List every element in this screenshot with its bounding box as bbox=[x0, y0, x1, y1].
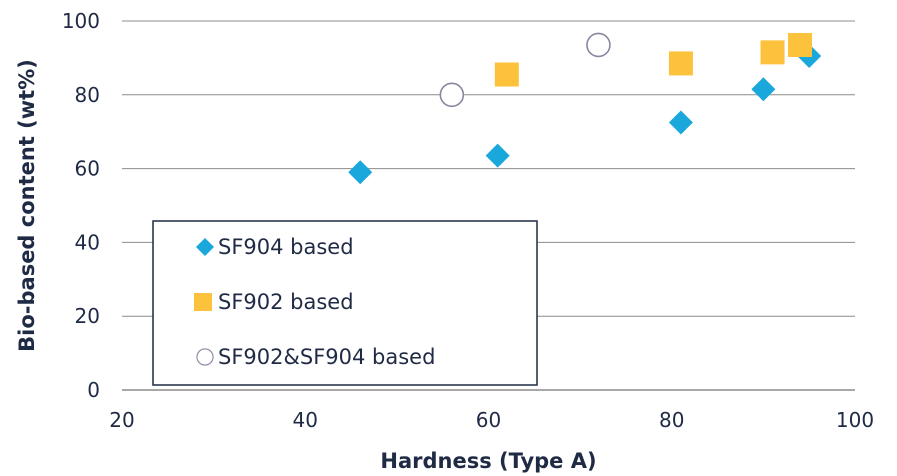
y-tick-labels: 0 20 40 60 80 100 bbox=[62, 9, 100, 402]
x-tick-label: 80 bbox=[659, 408, 684, 432]
data-point bbox=[668, 51, 693, 76]
legend-label: SF902&SF904 based bbox=[218, 345, 435, 369]
y-tick-label: 0 bbox=[87, 378, 100, 402]
data-point bbox=[586, 32, 611, 58]
x-axis-title: Hardness (Type A) bbox=[380, 449, 596, 473]
data-point bbox=[668, 110, 693, 135]
legend-item: SF904 based bbox=[196, 235, 354, 259]
y-tick-label: 100 bbox=[62, 9, 100, 33]
y-tick-label: 40 bbox=[75, 230, 100, 254]
y-tick-label: 80 bbox=[75, 83, 100, 107]
data-point bbox=[485, 143, 510, 168]
legend-marker bbox=[196, 348, 214, 366]
legend-item: SF902&SF904 based bbox=[196, 345, 435, 369]
y-axis-title: Bio-based content (wt%) bbox=[15, 59, 39, 352]
legend-marker bbox=[196, 238, 214, 256]
x-tick-label: 100 bbox=[836, 408, 874, 432]
y-tick-label: 20 bbox=[75, 304, 100, 328]
data-point bbox=[760, 40, 785, 65]
y-tick-label: 60 bbox=[75, 157, 100, 181]
data-point bbox=[439, 82, 465, 108]
legend-item: SF902 based bbox=[194, 290, 354, 314]
data-point bbox=[494, 62, 519, 87]
legend-label: SF902 based bbox=[218, 290, 354, 314]
legend-box bbox=[152, 220, 538, 386]
legend: SF904 based SF902 based SF902&SF904 based bbox=[152, 220, 538, 386]
legend-marker bbox=[194, 293, 212, 311]
data-point bbox=[788, 32, 813, 57]
x-tick-label: 20 bbox=[109, 408, 134, 432]
data-point bbox=[348, 160, 373, 185]
legend-label: SF904 based bbox=[218, 235, 354, 259]
data-points bbox=[348, 32, 822, 185]
x-tick-label: 60 bbox=[476, 408, 501, 432]
legend-items: SF904 based SF902 based SF902&SF904 based bbox=[194, 235, 435, 369]
data-point bbox=[751, 77, 776, 102]
x-tick-label: 40 bbox=[293, 408, 318, 432]
x-tick-labels: 20 40 60 80 100 bbox=[109, 408, 874, 432]
